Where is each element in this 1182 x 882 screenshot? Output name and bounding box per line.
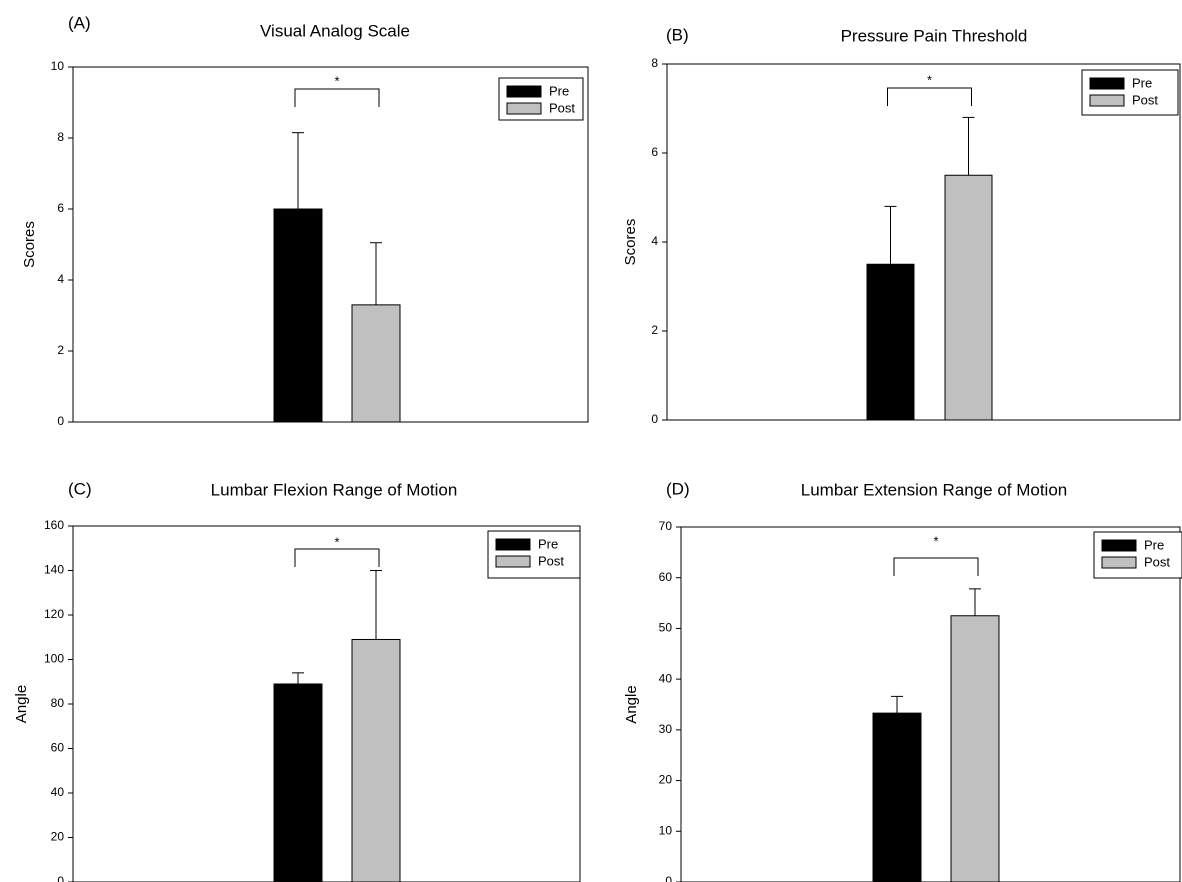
- chart-panel-b: (B) Pressure Pain Threshold 0 2 4 6 8 Scores * Pr…: [622, 25, 1181, 426]
- bar-post: [351, 638, 401, 882]
- y-tick-label: 4: [57, 272, 64, 286]
- y-tick-label: 70: [659, 519, 673, 533]
- legend-label-post: Post: [1144, 554, 1170, 569]
- y-tick-label: 0: [651, 412, 658, 426]
- bar-post: [351, 304, 401, 423]
- plot-frame: [666, 63, 1181, 421]
- bar-pre: [866, 263, 915, 421]
- chart-title: Visual Analog Scale: [260, 21, 410, 40]
- y-tick-label: 10: [51, 59, 65, 73]
- chart-title: Lumbar Flexion Range of Motion: [211, 480, 458, 499]
- legend-label-post: Post: [1132, 92, 1158, 107]
- plot-frame: [72, 66, 589, 423]
- significance-marker: *: [927, 72, 932, 87]
- y-tick-label: 4: [651, 234, 658, 248]
- chart-panel-c: (C) Lumbar Flexion Range of Motion 0 20 40 60…: [13, 479, 581, 882]
- significance-marker: *: [334, 534, 339, 549]
- y-tick-label: 40: [659, 671, 673, 685]
- significance-bracket: [893, 557, 979, 576]
- plot-frame: [72, 525, 581, 882]
- y-tick-label: 2: [57, 343, 64, 357]
- legend-label-pre: Pre: [538, 536, 558, 551]
- legend-swatch-post: [506, 102, 542, 115]
- plot-frame: [680, 526, 1181, 882]
- bar-pre: [872, 712, 922, 882]
- legend-swatch-post: [495, 555, 531, 568]
- y-tick-label: 60: [51, 741, 65, 755]
- legend: Pre Post: [498, 77, 584, 121]
- legend-swatch-pre: [1101, 539, 1137, 552]
- y-tick-label: 0: [57, 874, 64, 882]
- bar-pre: [273, 683, 323, 882]
- y-tick-label: 0: [665, 874, 672, 882]
- y-tick-label: 20: [51, 830, 65, 844]
- legend-label-pre: Pre: [549, 83, 569, 98]
- y-tick-label: 6: [651, 145, 658, 159]
- y-tick-label: 30: [659, 722, 673, 736]
- legend-swatch-pre: [1089, 77, 1125, 90]
- panel-label: (C): [68, 479, 92, 498]
- significance-marker: *: [933, 533, 938, 548]
- legend: Pre Post: [1093, 531, 1182, 579]
- y-tick-label: 160: [44, 518, 64, 532]
- y-tick-label: 40: [51, 785, 65, 799]
- y-tick-label: 20: [659, 773, 673, 787]
- legend-box: [487, 530, 581, 579]
- legend-swatch-pre: [495, 538, 531, 551]
- y-axis-label: Angle: [13, 685, 30, 723]
- legend-swatch-post: [1101, 556, 1137, 569]
- y-tick-label: 140: [44, 563, 64, 577]
- y-tick-label: 50: [659, 621, 673, 635]
- legend-label-post: Post: [549, 100, 575, 115]
- chart-title: Lumbar Extension Range of Motion: [801, 480, 1068, 499]
- y-tick-label: 2: [651, 323, 658, 337]
- legend-label-pre: Pre: [1144, 537, 1164, 552]
- panel-label: (B): [666, 25, 689, 44]
- y-tick-label: 6: [57, 201, 64, 215]
- panel-label: (A): [68, 13, 91, 32]
- y-tick-label: 120: [44, 607, 64, 621]
- y-tick-label: 0: [57, 414, 64, 428]
- y-tick-label: 8: [651, 56, 658, 70]
- y-axis-label: Scores: [21, 221, 38, 268]
- legend-swatch-pre: [506, 85, 542, 98]
- legend: Pre Post: [1081, 69, 1179, 116]
- y-tick-label: 80: [51, 696, 65, 710]
- legend: Pre Post: [487, 530, 581, 579]
- legend-label-post: Post: [538, 553, 564, 568]
- significance-marker: *: [334, 73, 339, 88]
- chart-title: Pressure Pain Threshold: [841, 26, 1028, 45]
- significance-bracket: [294, 548, 380, 567]
- significance-bracket: [294, 88, 380, 107]
- legend-swatch-post: [1089, 94, 1125, 107]
- legend-label-pre: Pre: [1132, 75, 1152, 90]
- panel-label: (D): [666, 479, 690, 498]
- y-axis-label: Angle: [623, 685, 640, 723]
- bar-pre: [273, 208, 323, 423]
- y-tick-label: 8: [57, 130, 64, 144]
- chart-panel-d: (D) Lumbar Extension Range of Motion 0 10 20…: [623, 479, 1182, 882]
- y-tick-label: 100: [44, 652, 64, 666]
- y-tick-label: 10: [659, 823, 673, 837]
- y-axis-label: Scores: [622, 219, 639, 266]
- significance-bracket: [887, 87, 972, 106]
- y-tick-label: 60: [659, 570, 673, 584]
- legend-box: [1081, 69, 1179, 116]
- bar-post: [944, 174, 993, 421]
- bar-post: [950, 615, 1000, 882]
- chart-panel-a: (A) Visual Analog Scale0246810Scores*PreP…: [21, 13, 589, 428]
